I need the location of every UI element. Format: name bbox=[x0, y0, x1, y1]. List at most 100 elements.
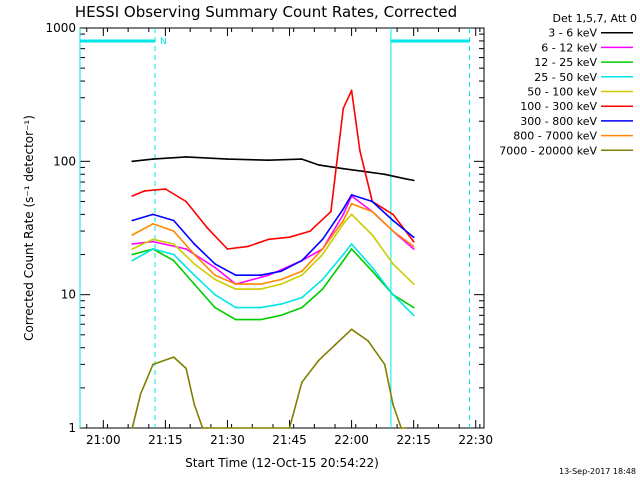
series-point bbox=[152, 248, 154, 250]
series-point bbox=[342, 253, 345, 256]
x-tick-label: 21:30 bbox=[210, 433, 245, 447]
series-point bbox=[392, 213, 394, 216]
legend-label: 50 - 100 keV bbox=[527, 86, 597, 99]
series-point bbox=[412, 236, 415, 239]
series-point bbox=[214, 274, 216, 277]
series-line-8 bbox=[131, 328, 406, 429]
series-point bbox=[172, 253, 175, 256]
series-line-5 bbox=[131, 89, 415, 250]
series-point bbox=[392, 263, 394, 265]
series-point bbox=[185, 156, 188, 158]
series-point bbox=[392, 230, 394, 233]
series-point bbox=[301, 274, 303, 277]
series-point bbox=[172, 243, 175, 245]
y-tick-label: 100 bbox=[53, 154, 76, 168]
series-point bbox=[234, 283, 237, 285]
series-point bbox=[383, 173, 386, 176]
timestamp-footer: 13-Sep-2017 18:48 bbox=[559, 467, 636, 476]
series-point bbox=[172, 219, 175, 222]
y-tick-label: 1000 bbox=[45, 21, 76, 35]
series-point bbox=[342, 208, 345, 210]
series-point bbox=[280, 314, 283, 317]
series-point bbox=[350, 194, 353, 196]
series-point bbox=[371, 234, 374, 236]
series-point bbox=[367, 340, 369, 342]
series-point bbox=[412, 240, 415, 243]
series-point bbox=[131, 195, 134, 197]
series-point bbox=[143, 190, 146, 192]
axis-ticks: 21:00 21:15 21:30 21:45 22:00 22:15 22:30 1 10 10… bbox=[45, 21, 493, 447]
series-point bbox=[350, 202, 353, 205]
series-point bbox=[342, 219, 345, 222]
series-point bbox=[259, 274, 262, 277]
series-point bbox=[412, 245, 415, 248]
legend-label: 100 - 300 keV bbox=[520, 100, 597, 113]
series-point bbox=[288, 236, 291, 239]
chart-title: HESSI Observing Summary Count Rates, Cor… bbox=[75, 3, 457, 21]
series-point bbox=[321, 253, 324, 256]
legend-title: Det 1,5,7, Att 0 bbox=[553, 12, 637, 25]
series-line-2 bbox=[132, 248, 415, 321]
series-point bbox=[152, 222, 154, 225]
series-point bbox=[226, 158, 229, 161]
series-point bbox=[152, 213, 154, 216]
series-point bbox=[131, 259, 134, 262]
plot-area-frame bbox=[79, 27, 485, 429]
series-point bbox=[350, 89, 353, 92]
series-point bbox=[131, 234, 134, 236]
series-point bbox=[301, 259, 303, 262]
series-point bbox=[301, 306, 303, 309]
series-point bbox=[342, 213, 345, 216]
legend-label: 7000 - 20000 keV bbox=[499, 144, 597, 157]
series-point bbox=[350, 328, 353, 331]
series-point bbox=[342, 167, 345, 170]
series-point bbox=[234, 274, 237, 277]
series-point bbox=[280, 283, 283, 285]
x-tick-label: 21:00 bbox=[86, 433, 121, 447]
series-point bbox=[317, 164, 320, 166]
series-point bbox=[226, 248, 229, 250]
series-point bbox=[280, 270, 283, 273]
series-point bbox=[392, 219, 394, 222]
series-point bbox=[321, 248, 324, 250]
series-point bbox=[267, 159, 270, 162]
series-point bbox=[131, 219, 134, 222]
series-point bbox=[185, 248, 188, 250]
series-point bbox=[152, 363, 154, 366]
series-point bbox=[342, 222, 345, 225]
series-point bbox=[214, 263, 216, 265]
series-point bbox=[214, 278, 216, 281]
series-point bbox=[193, 263, 196, 265]
legend-label: 6 - 12 keV bbox=[541, 41, 597, 54]
series-point bbox=[131, 427, 134, 429]
series-point bbox=[131, 160, 134, 163]
series-point bbox=[321, 278, 324, 281]
series-point bbox=[371, 210, 374, 213]
series-point bbox=[288, 427, 291, 429]
series-point bbox=[152, 158, 154, 161]
series-point bbox=[301, 296, 303, 299]
series-point bbox=[259, 318, 262, 321]
series-line-0 bbox=[132, 156, 414, 182]
legend-label: 3 - 6 keV bbox=[548, 27, 597, 40]
series-point bbox=[350, 243, 353, 245]
series-point bbox=[234, 318, 237, 321]
series-point bbox=[139, 393, 142, 395]
series-point bbox=[371, 200, 374, 203]
series-point bbox=[214, 293, 216, 296]
x-tick-label: 22:00 bbox=[334, 433, 369, 447]
series-point bbox=[164, 188, 167, 190]
series-point bbox=[214, 266, 216, 269]
legend-label: 25 - 50 keV bbox=[534, 71, 597, 84]
series-layer bbox=[131, 89, 415, 429]
series-point bbox=[193, 283, 196, 285]
y-axis-label: Corrected Count Rate (s⁻¹ detector⁻¹) bbox=[22, 115, 36, 341]
series-point bbox=[280, 278, 283, 281]
series-point bbox=[334, 344, 336, 346]
series-point bbox=[185, 367, 188, 370]
series-point bbox=[259, 288, 262, 290]
y-tick-label: 1 bbox=[68, 421, 76, 435]
series-point bbox=[350, 213, 353, 216]
series-point bbox=[400, 427, 403, 429]
